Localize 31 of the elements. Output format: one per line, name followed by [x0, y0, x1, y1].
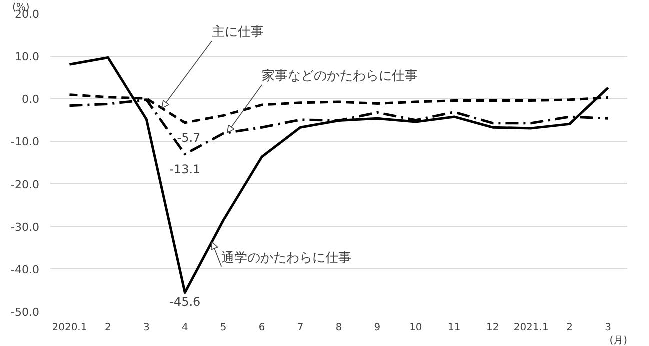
x-tick-label: 3 [605, 322, 612, 334]
x-tick-label: 2020.1 [52, 322, 88, 334]
series-label: 通学のかたわらに仕事 [222, 250, 352, 266]
x-tick-label: 2 [566, 322, 573, 334]
annotation: -13.1 [170, 162, 201, 176]
text: 家事などのかたわらに仕事 [262, 68, 418, 84]
x-tick-label: 7 [297, 322, 304, 334]
x-tick-label: 2 [105, 322, 112, 334]
y-tick-label: -20.0 [11, 178, 40, 192]
y-tick-label: -30.0 [11, 220, 40, 234]
annotation: -45.6 [170, 294, 201, 309]
x-tick-label: 5 [220, 322, 227, 334]
x-tick-label: 8 [336, 322, 342, 334]
y-tick-label: 10.0 [15, 50, 40, 64]
x-tick-label: 11 [448, 322, 461, 334]
y-tick-label: -10.0 [11, 136, 40, 149]
y-tick-label: 0.0 [22, 93, 40, 106]
x-tick-label: 10 [410, 322, 422, 334]
text: 主に仕事 [212, 24, 264, 40]
x-tick-label: 12 [486, 322, 500, 334]
x-axis-title: (月) [610, 336, 628, 346]
y-axis-title: (%) [12, 2, 30, 14]
x-tick-label: 9 [374, 322, 381, 334]
x-tick-label: 6 [258, 322, 266, 334]
x-tick-label: 3 [143, 322, 150, 334]
line-series [68, 56, 610, 294]
y-tick-label: -50.0 [11, 306, 40, 319]
y-tick-label: -40.0 [11, 263, 40, 276]
x-tick-label: 4 [182, 322, 188, 334]
annotation: -5.7 [177, 130, 201, 145]
x-tick-label: 2021.1 [514, 322, 549, 334]
